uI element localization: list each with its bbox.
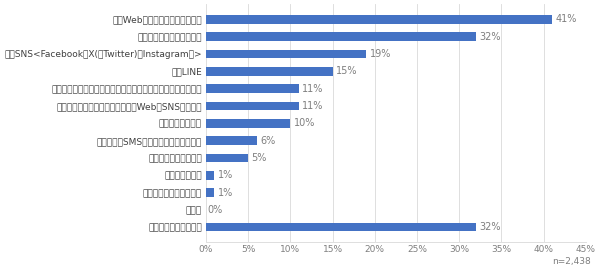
Text: 6%: 6% xyxy=(260,136,275,146)
Bar xyxy=(206,223,476,231)
Text: 0%: 0% xyxy=(208,205,223,215)
Text: 32%: 32% xyxy=(479,32,501,42)
Text: 1%: 1% xyxy=(218,187,233,197)
Text: 19%: 19% xyxy=(370,49,391,59)
Bar xyxy=(206,67,332,76)
Bar xyxy=(206,15,552,24)
Bar xyxy=(206,154,248,162)
Bar xyxy=(206,32,476,41)
Bar xyxy=(206,84,299,93)
Text: 10%: 10% xyxy=(294,118,315,128)
Bar xyxy=(206,188,214,197)
Text: 11%: 11% xyxy=(302,101,323,111)
Text: 15%: 15% xyxy=(336,66,358,76)
Bar xyxy=(206,171,214,179)
Text: n=2,438: n=2,438 xyxy=(552,257,591,266)
Text: 32%: 32% xyxy=(479,222,501,232)
Text: 1%: 1% xyxy=(218,170,233,180)
Text: 41%: 41% xyxy=(556,14,577,24)
Text: 5%: 5% xyxy=(251,153,267,163)
Bar xyxy=(206,119,290,128)
Text: 11%: 11% xyxy=(302,84,323,94)
Bar xyxy=(206,136,257,145)
Bar xyxy=(206,102,299,110)
Bar xyxy=(206,49,367,58)
